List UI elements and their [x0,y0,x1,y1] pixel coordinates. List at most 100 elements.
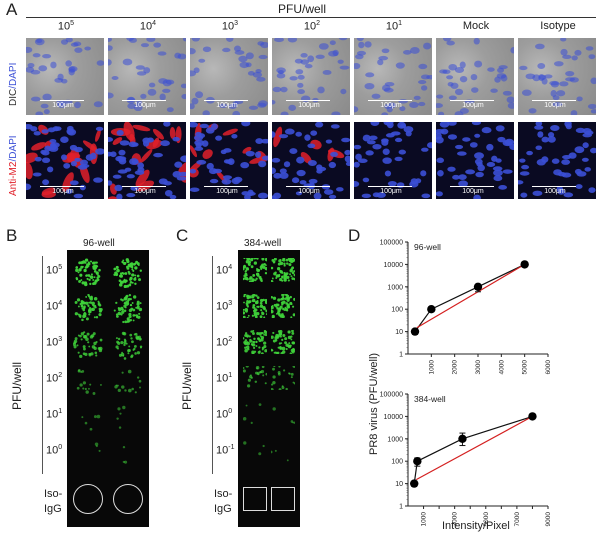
scale-bar-label: 100μm [216,102,238,109]
y-tick-label: 100000 [380,240,403,247]
scale-bar-label: 100μm [52,102,74,109]
scale-bar [204,186,248,187]
column-label: 103 [221,20,239,33]
panel-b-control-a: Iso- [44,488,63,500]
row-label-dapi-2: /DAPI [8,135,19,162]
panel-a-header-rule [26,17,596,18]
dic-image-tile: 100μm [518,38,596,115]
well [113,402,143,432]
x-tick-label: 3000 [475,360,482,375]
m2-image-tile: 100μm [518,122,596,199]
panel-c-control-a: Iso- [214,488,233,500]
panel-b-plate-label: 96-well [83,238,115,249]
scale-bar-label: 100μm [298,102,320,109]
y-tick-label: 10 [395,329,403,336]
dic-image-tile: 100μm [436,38,514,115]
chart-title: 96-well [414,242,441,252]
scale-bar [286,100,330,101]
panel-d-ylabel: PR8 virus (PFU/well) [368,352,380,455]
scatter-chart-2: 1 10 100 1000 10000 100000 1000 3000 5000 7000 900… [380,392,552,527]
row-dilution-label: 100 [216,408,233,421]
control-well [113,484,143,514]
y-tick-label: 100 [391,307,403,314]
row-dilution-label: 101 [216,372,233,385]
row-dilution-label: 102 [46,372,63,385]
m2-image-tile: 100μm [190,122,268,199]
column-label: 105 [57,20,75,33]
y-tick-label: 1 [399,504,403,511]
row-dilution-label: 104 [216,264,233,277]
m2-image-tile: 100μm [272,122,350,199]
x-tick-label: 1000 [421,512,428,527]
scatter-chart-1: 1 10 100 1000 10000 100000 1000 2000 3000 4000 500… [380,240,552,375]
scale-bar-label: 100μm [544,102,566,109]
column-label: 104 [139,20,157,33]
well [113,258,143,289]
well [73,366,103,396]
well [243,438,267,462]
row-dilution-label: 101 [46,408,63,421]
x-tick-label: 4000 [498,360,505,375]
x-tick-label: 5000 [522,360,529,375]
data-point [410,327,420,336]
well [270,292,297,319]
panel-c-control-label: Iso- IgG [214,487,232,517]
dic-image-tile: 100μm [354,38,432,115]
data-point [458,434,467,443]
scale-bar-label: 100μm [298,188,320,195]
scale-bar [450,100,494,101]
row-dilution-label: 100 [46,444,63,457]
data-point [528,412,537,421]
row-dilution-label: 103 [46,336,63,349]
row-label-dic: DIC [8,88,19,106]
well [113,293,143,324]
y-tick-label: 10 [395,481,403,488]
column-label: 102 [303,20,321,33]
panel-b-ylabel: PFU/well [10,361,24,410]
x-tick-label: 1000 [428,360,435,375]
panel-b-control-b: IgG [44,503,62,515]
well [269,256,297,284]
row-dilution-label: 104 [46,300,63,313]
scale-bar [286,186,330,187]
panel-b-bracket [42,256,43,474]
well [73,402,103,432]
well [72,330,103,360]
panel-a-header: PFU/well [278,2,327,16]
scale-bar [122,186,166,187]
well [113,438,143,468]
well [241,292,269,320]
data-point [520,260,529,269]
scale-bar [368,100,412,101]
scale-bar [368,186,412,187]
scale-bar [450,186,494,187]
well [269,438,295,462]
scale-bar [532,186,576,187]
y-tick-label: 10000 [384,414,404,421]
well [242,329,268,356]
column-label: Mock [462,20,490,32]
well [242,364,269,390]
scale-bar-label: 100μm [216,188,238,195]
chart-title: 384-well [414,394,446,404]
series-line [414,263,525,332]
control-well [243,487,267,511]
control-well [271,487,295,511]
well [73,293,103,324]
x-tick-label: 5000 [483,512,490,527]
data-point [473,282,483,291]
column-label: 101 [385,20,403,33]
row-dilution-label: 105 [46,264,63,277]
panel-c-letter: C [176,226,189,245]
dic-image-tile: 100μm [190,38,268,115]
row-dilution-label: 10-1 [216,444,235,457]
m2-image-tile: 100μm [108,122,186,199]
scale-bar-label: 100μm [380,188,402,195]
scale-bar [122,100,166,101]
well [270,364,297,392]
row-dilution-label: 102 [216,336,233,349]
row-label-dic-dapi: DIC/DAPI [8,63,19,106]
scale-bar [532,100,576,101]
series-line [413,415,533,484]
scale-bar-label: 100μm [462,188,484,195]
